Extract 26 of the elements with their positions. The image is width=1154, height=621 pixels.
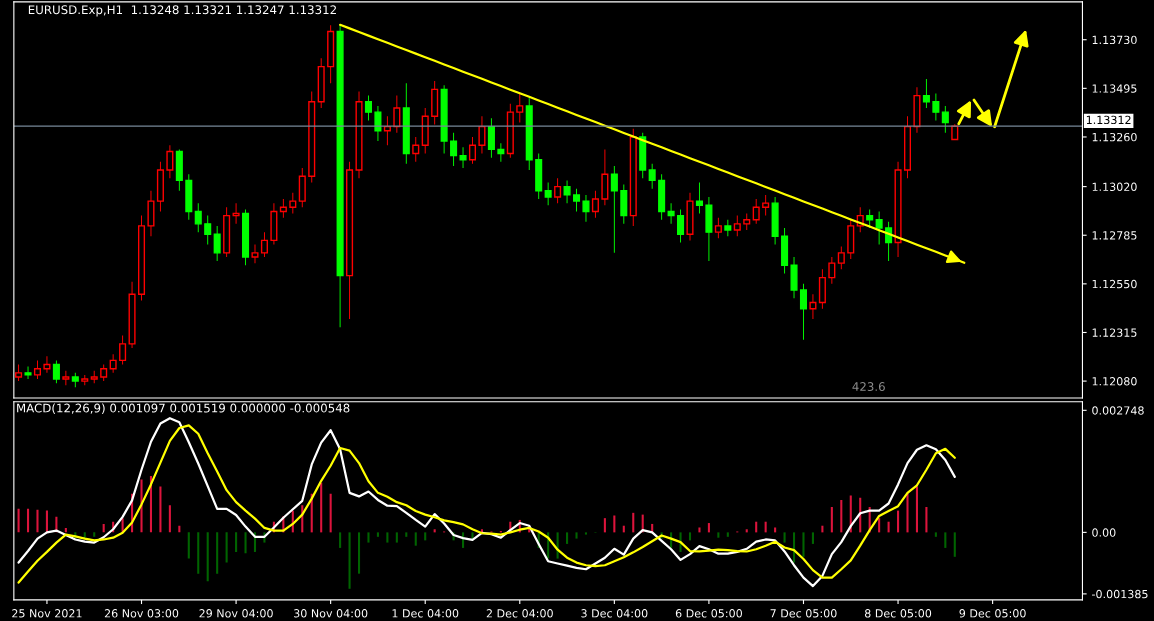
x-tick-label: 8 Dec 05:00 bbox=[864, 609, 932, 618]
y-tick-label: 1.13495 bbox=[1092, 84, 1137, 93]
y-tick-label: 1.12550 bbox=[1092, 279, 1137, 289]
annotation: 423.6 bbox=[852, 382, 885, 392]
ref-line-label: 1.13312 bbox=[1086, 115, 1131, 125]
x-tick-label: 9 Dec 05:00 bbox=[959, 609, 1026, 618]
x-tick-label: 29 Nov 04:00 bbox=[199, 609, 273, 618]
y-tick-label: 1.13260 bbox=[1092, 132, 1137, 142]
y-tick-label: 0.00 bbox=[1092, 528, 1116, 537]
y-tick-label: 1.12785 bbox=[1092, 231, 1137, 240]
y-tick-label: 0.002748 bbox=[1092, 406, 1144, 415]
y-tick-label: 1.13020 bbox=[1092, 182, 1137, 191]
y-tick-label: -0.001385 bbox=[1092, 589, 1148, 599]
x-tick-label: 26 Nov 03:00 bbox=[104, 609, 179, 618]
y-tick-label: 1.12315 bbox=[1092, 328, 1137, 337]
y-tick-label: 1.13730 bbox=[1092, 35, 1137, 45]
x-tick-label: 30 Nov 04:00 bbox=[294, 609, 368, 618]
x-tick-label: 1 Dec 04:00 bbox=[392, 609, 459, 618]
x-tick-label: 2 Dec 04:00 bbox=[486, 609, 553, 618]
x-tick-label: 7 Dec 05:00 bbox=[770, 609, 837, 618]
chart-title: MACD(12,26,9) 0.001097 0.001519 0.000000 -0.000548 bbox=[17, 403, 350, 414]
x-tick-label: 25 Nov 2021 bbox=[12, 609, 82, 618]
x-tick-label: 6 Dec 05:00 bbox=[675, 609, 742, 618]
chart-title: EURUSD.Exp,H1 1.13248 1.13321 1.13247 1.13312 bbox=[28, 5, 336, 17]
y-tick-label: 1.12080 bbox=[1092, 377, 1137, 386]
x-tick-label: 3 Dec 04:00 bbox=[581, 609, 648, 618]
